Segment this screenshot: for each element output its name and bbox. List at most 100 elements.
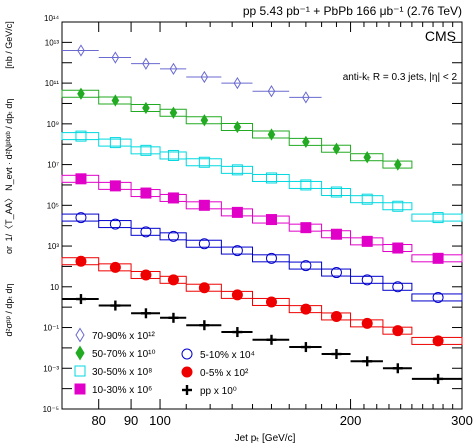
data-point-marker: [167, 274, 179, 286]
y-tick-label: 10¹³: [45, 38, 60, 47]
data-point-sys-box: [185, 239, 222, 248]
y-tick-label: 10⁻⁵: [43, 405, 59, 414]
data-point-marker: [198, 282, 210, 294]
data-point-marker: [111, 51, 120, 64]
data-point-marker: [142, 57, 150, 70]
data-point-marker: [75, 173, 87, 185]
data-point-marker: [361, 317, 373, 329]
data-point-marker: [392, 281, 404, 293]
legend: 70-90% x 10¹² 50-70% x 10¹⁰ 30-50% x 10⁸ 10…: [74, 327, 255, 397]
y-axis-label: d²σᵖᵖ / dpₜ dη or 1/〈T_AA〉 N_evt · d²Nᵖᵇ…: [4, 21, 14, 336]
data-point-marker: [168, 312, 179, 323]
data-point-sys-box: [130, 146, 161, 155]
data-point-marker: [330, 267, 342, 279]
data-point-marker: [394, 158, 402, 171]
data-point-marker: [109, 180, 121, 192]
data-point-marker: [302, 91, 310, 104]
data-series: [61, 130, 463, 224]
data-point-marker: [74, 383, 86, 395]
data-point-marker: [198, 238, 210, 250]
data-point-marker: [109, 137, 121, 149]
data-point-marker: [109, 261, 121, 273]
data-point-marker: [200, 70, 209, 84]
data-point-sys-box: [321, 268, 352, 277]
data-point-sys-box: [288, 261, 323, 270]
data-point-marker: [75, 294, 86, 305]
data-point-sys-box: [98, 138, 132, 147]
data-point-sys-box: [61, 213, 100, 222]
y-tick-label: 10⁻¹: [43, 324, 59, 333]
y-tick-label: 10⁹: [47, 120, 59, 129]
data-point-marker: [231, 206, 243, 218]
data-series: [61, 173, 463, 264]
data-point-marker: [392, 325, 404, 337]
y-axis-label-pbpb: 1/〈T_AA〉 N_evt · d²Nᵖᵇᵖᵇ / dpₜ dη: [4, 99, 14, 242]
data-point-marker: [265, 172, 277, 184]
data-point-marker: [231, 289, 243, 301]
data-point-marker: [330, 228, 342, 240]
series-layer: [61, 44, 463, 384]
data-point-marker: [363, 151, 372, 164]
data-point-marker: [362, 356, 373, 367]
data-point-marker: [330, 310, 342, 322]
data-point-marker: [433, 373, 444, 384]
data-point-marker: [233, 120, 242, 134]
x-tick-label: 100: [149, 413, 171, 428]
data-point-marker: [361, 235, 373, 247]
data-point-marker: [142, 101, 150, 115]
data-point-sys-box: [382, 202, 413, 211]
data-point-marker: [432, 252, 444, 264]
y-tick-label: 10¹¹: [45, 79, 60, 88]
data-point-sys-box: [350, 195, 384, 204]
data-point-marker: [198, 199, 210, 211]
data-point-marker: [75, 255, 87, 267]
data-point-marker: [77, 87, 85, 100]
data-point-marker: [232, 327, 243, 338]
x-tick-label: 80: [91, 413, 105, 428]
data-point-marker: [330, 186, 342, 198]
y-axis-label-pp: d²σᵖᵖ / dpₜ dη: [4, 283, 14, 336]
data-point-marker: [75, 327, 85, 343]
data-point-marker: [361, 193, 373, 205]
data-point-marker: [300, 342, 311, 353]
y-axis-label-units: [nb / GeV/c]: [4, 21, 14, 69]
legend-entry-label: 5-10% x 10⁴: [200, 350, 255, 361]
data-point-marker: [432, 291, 444, 303]
data-point-marker: [265, 296, 277, 308]
data-point-marker: [392, 363, 403, 374]
data-point-marker: [200, 114, 209, 127]
data-point-marker: [198, 156, 210, 168]
data-series: [62, 44, 322, 104]
data-point-marker: [267, 85, 276, 98]
legend-entry-label: 50-70% x 10¹⁰: [92, 349, 156, 360]
y-tick-label: 10⁷: [47, 161, 59, 170]
data-point-marker: [140, 187, 152, 199]
data-point-marker: [266, 334, 277, 345]
data-point-marker: [109, 218, 121, 230]
data-point-marker: [265, 214, 277, 226]
data-point-sys-box: [98, 220, 132, 229]
data-point-sys-box: [159, 151, 187, 160]
experiment-label: CMS: [425, 28, 456, 44]
data-point-sys-box: [350, 275, 384, 284]
jet-annotation: anti-kₜ R = 0.3 jets, |η| < 2: [343, 72, 458, 83]
data-point-marker: [332, 142, 341, 155]
legend-entry-label: 10-30% x 10⁶: [92, 385, 152, 396]
data-series: [62, 294, 462, 384]
data-point-marker: [111, 94, 120, 107]
data-point-marker: [169, 62, 178, 76]
data-point-marker: [300, 179, 312, 191]
data-point-marker: [265, 252, 277, 264]
y-tick-label: 10¹⁴: [44, 14, 60, 23]
data-series: [61, 87, 413, 171]
data-point-sys-box: [321, 188, 352, 197]
data-point-marker: [300, 222, 312, 234]
data-point-sys-box: [220, 246, 254, 255]
data-point-marker: [231, 245, 243, 257]
data-point-sys-box: [252, 173, 290, 182]
data-point-marker: [432, 335, 444, 347]
data-point-marker: [361, 274, 373, 286]
x-tick-label: 90: [124, 413, 138, 428]
